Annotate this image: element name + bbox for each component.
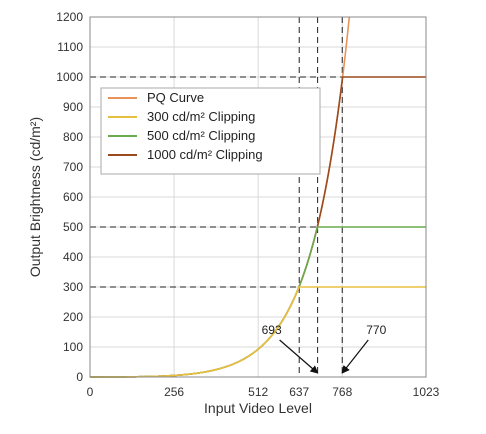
y-tick-label: 0 — [76, 370, 83, 384]
reference-lines — [90, 17, 343, 377]
y-tick-label: 800 — [63, 130, 83, 144]
y-tick-label: 600 — [63, 190, 83, 204]
annotation-arrow-693 — [279, 339, 319, 374]
y-tick-labels: 0 100 200 300 400 500 600 700 800 900 1000 1100 1200 — [56, 10, 83, 384]
x-tick-labels: 0 256 512 637 768 1023 — [87, 385, 440, 399]
x-tick-label: 768 — [332, 385, 352, 399]
y-tick-label: 1200 — [56, 10, 83, 24]
annotation-arrow-770 — [341, 339, 369, 374]
x-tick-label: 637 — [289, 385, 309, 399]
x-axis-label: Input Video Level — [204, 400, 312, 416]
legend-label-0: PQ Curve — [147, 90, 204, 105]
y-tick-label: 100 — [63, 340, 83, 354]
x-tick-label: 256 — [164, 385, 184, 399]
y-axis-label: Output Brightness (cd/m²) — [27, 117, 43, 277]
legend-label-1: 300 cd/m² Clipping — [147, 109, 255, 124]
legend-box — [100, 87, 321, 175]
y-tick-label: 200 — [63, 310, 83, 324]
y-tick-label: 500 — [63, 220, 83, 234]
plot-frame — [89, 16, 427, 378]
annotation-label-693: 693 — [262, 323, 282, 337]
y-tick-label: 300 — [63, 280, 83, 294]
x-tick-label: 1023 — [413, 385, 440, 399]
y-tick-label: 400 — [63, 250, 83, 264]
annotations: 693 770 — [262, 323, 387, 374]
y-tick-label: 900 — [63, 100, 83, 114]
x-tick-label: 0 — [87, 385, 94, 399]
legend: PQ Curve 300 cd/m² Clipping 500 cd/m² Clip… — [100, 87, 321, 175]
legend-label-3: 1000 cd/m² Clipping — [147, 147, 263, 162]
y-tick-label: 1000 — [56, 70, 83, 84]
x-tick-label: 512 — [248, 385, 268, 399]
legend-label-2: 500 cd/m² Clipping — [147, 128, 255, 143]
y-tick-label: 700 — [63, 160, 83, 174]
annotation-label-770: 770 — [366, 323, 386, 337]
y-tick-label: 1100 — [57, 40, 83, 54]
